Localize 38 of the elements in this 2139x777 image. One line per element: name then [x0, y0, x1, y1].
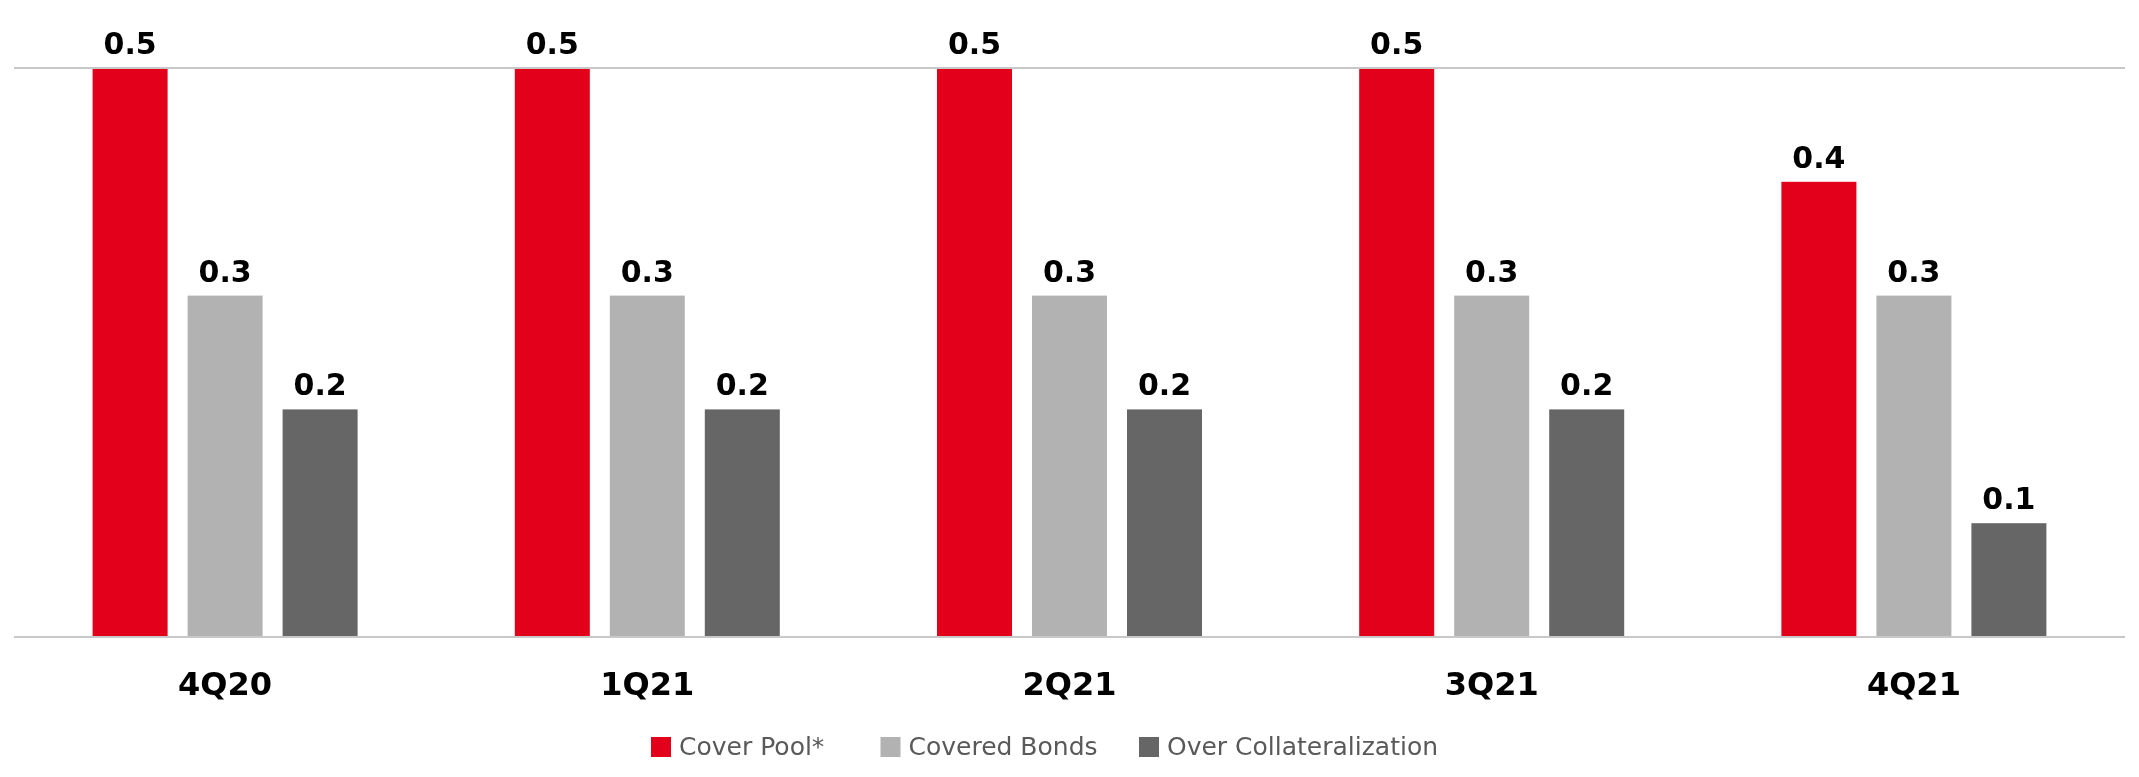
- data-label: 0.5: [947, 26, 1002, 61]
- data-label: 0.5: [103, 26, 157, 61]
- bar: [282, 409, 358, 637]
- data-label: 0.4: [1792, 139, 1846, 175]
- bar: [187, 295, 263, 637]
- bar: [1127, 409, 1202, 637]
- bar: [92, 68, 168, 637]
- data-label: 0.2: [293, 367, 347, 403]
- bar: [514, 68, 590, 637]
- x-tick-label: 4Q21: [1866, 665, 1961, 703]
- x-tick-label: 3Q21: [1444, 665, 1539, 703]
- data-label: 0.3: [620, 253, 674, 289]
- bar: [1549, 409, 1625, 637]
- bar: [1359, 68, 1435, 637]
- legend-label: Cover Pool*: [679, 732, 825, 761]
- bar: [1032, 295, 1107, 637]
- x-tick-label: 1Q21: [600, 665, 695, 703]
- data-label: 0.3: [1887, 253, 1941, 289]
- x-tick-label: 4Q20: [178, 665, 273, 703]
- data-label: 0.5: [525, 26, 579, 61]
- legend-label: Over Collateralization: [1167, 732, 1439, 761]
- data-label: 0.5: [1370, 26, 1424, 61]
- bar: [609, 295, 685, 637]
- data-label: 0.1: [1982, 481, 2036, 517]
- data-label: 0.2: [715, 367, 769, 403]
- bar: [1454, 295, 1530, 637]
- data-label: 0.2: [1560, 367, 1614, 403]
- x-tick-label: 2Q21: [1022, 665, 1117, 703]
- data-label: 0.2: [1137, 367, 1192, 403]
- data-label: 0.3: [1465, 253, 1519, 289]
- bar: [1971, 523, 2047, 637]
- bar: [937, 68, 1012, 637]
- data-label: 0.3: [198, 253, 252, 289]
- data-label: 0.3: [1042, 253, 1097, 289]
- bar: [1781, 181, 1857, 637]
- bar: [704, 409, 780, 637]
- legend-label: Covered Bonds: [908, 732, 1098, 761]
- bar: [1876, 295, 1952, 637]
